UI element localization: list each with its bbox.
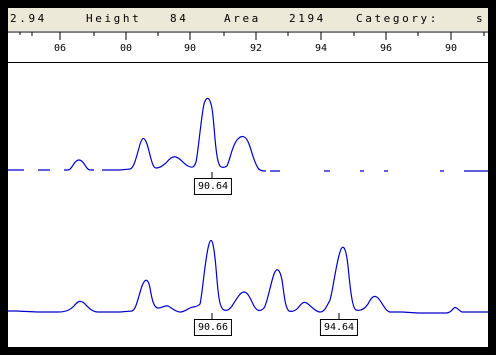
bottom-trace <box>8 239 488 314</box>
ruler-tick-label: 94 <box>314 43 328 54</box>
peak-info-bar: 2.94 Height 84 Area 2194 Category: s <box>8 8 488 32</box>
ruler-ticks <box>8 32 488 40</box>
ruler-tick-label: 06 <box>53 43 67 54</box>
ruler-tick-label: 96 <box>379 43 393 54</box>
bottom-peak-size-label-2[interactable]: 94.64 <box>319 319 359 336</box>
top-trace <box>8 97 488 172</box>
height-value: 84 <box>170 12 189 25</box>
position-value: 2.94 <box>10 12 47 25</box>
area-value: 2194 <box>289 12 326 25</box>
area-label: Area <box>224 12 261 25</box>
ruler-tick-label: 00 <box>119 43 133 54</box>
bottom-peak-size-label-1[interactable]: 90.66 <box>193 319 233 336</box>
electropherogram-viewer: 2.94 Height 84 Area 2194 Category: s <box>8 8 488 347</box>
category-label: Category: <box>356 12 440 25</box>
top-peak-size-label[interactable]: 90.64 <box>193 178 233 195</box>
size-ruler: 06 00 90 92 94 96 90 <box>8 32 488 63</box>
ruler-tick-label: 90 <box>444 43 458 54</box>
ruler-tick-label: 92 <box>249 43 263 54</box>
ruler-tick-label: 90 <box>183 43 197 54</box>
trace-area <box>8 97 488 319</box>
category-value: s <box>476 12 486 25</box>
height-label: Height <box>86 12 142 25</box>
